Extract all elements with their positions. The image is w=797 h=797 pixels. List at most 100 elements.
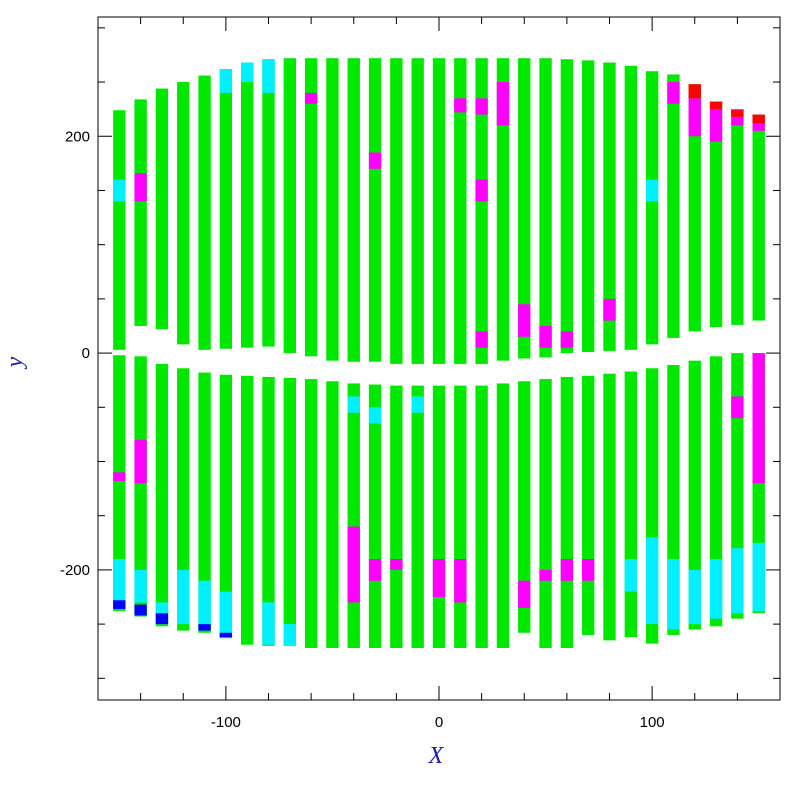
color-band-magenta: [454, 559, 467, 603]
color-band-blue: [134, 604, 147, 616]
column-top-segment: [731, 110, 744, 325]
column-top-segment: [347, 58, 360, 362]
column-bottom-segment: [411, 385, 424, 648]
column-bottom-segment: [283, 378, 296, 646]
column-bottom-segment: [624, 371, 637, 638]
color-band-cyan: [219, 69, 233, 93]
color-band-cyan: [177, 569, 190, 625]
color-band-magenta: [752, 119, 765, 131]
data-bands: [113, 59, 765, 646]
column-top-segment: [688, 84, 701, 332]
column-top-segment: [582, 60, 595, 352]
color-band-magenta: [475, 331, 488, 348]
x-axis-title: X: [428, 743, 445, 769]
color-band-red: [731, 110, 744, 117]
color-band-magenta: [496, 82, 510, 126]
color-band-magenta: [432, 559, 446, 598]
color-band-magenta: [539, 325, 552, 348]
column-bottom-segment: [134, 356, 147, 617]
y-tick-label: -200: [60, 562, 90, 579]
column-top-segment: [198, 75, 211, 350]
y-axis-title: y: [2, 356, 28, 369]
column-bottom-segment: [262, 376, 275, 646]
color-band-magenta: [752, 353, 765, 484]
color-band-red: [709, 101, 723, 110]
column-bottom-segment: [709, 356, 723, 627]
column-top-segment: [624, 65, 637, 350]
column-bottom-segment: [582, 375, 595, 635]
color-band-cyan: [368, 407, 382, 424]
column-top-segment: [262, 59, 275, 347]
column-top-segment: [645, 71, 659, 345]
color-band-cyan: [411, 396, 424, 413]
color-band-magenta: [688, 98, 701, 137]
column-bottom-segment: [113, 355, 126, 612]
column-bottom-segment: [390, 385, 403, 648]
axis-ticks: [97, 17, 781, 700]
y-tick-label: 200: [65, 128, 90, 145]
column-top-segment: [752, 114, 765, 321]
column-bottom-segment: [368, 384, 382, 648]
color-band-magenta: [134, 439, 147, 484]
color-band-cyan: [347, 396, 360, 413]
color-band-magenta: [454, 98, 467, 113]
color-band-blue: [219, 632, 233, 638]
column-top-segment: [219, 69, 233, 349]
column-bottom-segment: [539, 379, 552, 648]
column-bottom-segment: [496, 383, 510, 648]
column-top-segment: [603, 62, 616, 351]
color-band-magenta: [709, 109, 723, 142]
color-band-blue: [198, 624, 211, 631]
x-tick-label: 100: [640, 714, 665, 731]
color-band-magenta: [390, 559, 403, 570]
column-top-segment: [368, 58, 382, 362]
color-band-blue: [113, 600, 126, 609]
column-bottom-segment: [219, 374, 233, 639]
color-band-cyan: [134, 569, 147, 603]
column-top-segment: [475, 58, 488, 364]
color-band-magenta: [113, 472, 126, 482]
column-bottom-segment: [688, 360, 701, 630]
color-band-cyan: [262, 59, 275, 93]
color-band-magenta: [368, 152, 382, 169]
column-bottom-segment: [326, 381, 339, 648]
column-top-segment: [496, 58, 510, 361]
column-top-segment: [177, 82, 190, 345]
column-top-segment: [667, 74, 680, 338]
x-tick-label: 0: [435, 714, 443, 731]
y-tick-label: 0: [82, 345, 90, 362]
column-top-segment: [241, 62, 254, 348]
column-bottom-segment: [155, 363, 169, 627]
color-band-cyan: [241, 62, 254, 83]
color-band-magenta: [539, 569, 552, 581]
column-bottom-segment: [304, 379, 318, 648]
color-band-cyan: [283, 624, 296, 646]
color-band-cyan: [113, 559, 126, 603]
color-band-cyan: [688, 569, 701, 625]
x-tick-label: -100: [211, 714, 241, 731]
column-bottom-segment: [454, 385, 467, 648]
color-band-cyan: [624, 559, 637, 592]
color-band-magenta: [134, 173, 147, 202]
column-bottom-segment: [241, 375, 254, 645]
column-top-segment: [304, 58, 318, 357]
color-band-magenta: [582, 559, 595, 581]
column-top-segment: [432, 58, 446, 364]
color-band-magenta: [731, 396, 744, 419]
color-band-magenta: [667, 82, 680, 104]
color-band-magenta: [603, 298, 616, 321]
color-band-magenta: [560, 331, 574, 348]
color-band-magenta: [347, 526, 360, 603]
column-bottom-segment: [347, 383, 360, 648]
data-columns: [113, 58, 765, 648]
column-top-segment: [709, 101, 723, 328]
color-band-cyan: [645, 537, 659, 625]
column-top-segment: [390, 58, 403, 364]
color-band-cyan: [198, 580, 211, 630]
color-band-magenta: [560, 559, 574, 581]
column-top-segment: [454, 58, 467, 364]
color-band-cyan: [752, 542, 765, 612]
column-top-segment: [560, 59, 574, 354]
color-band-cyan: [262, 602, 275, 645]
